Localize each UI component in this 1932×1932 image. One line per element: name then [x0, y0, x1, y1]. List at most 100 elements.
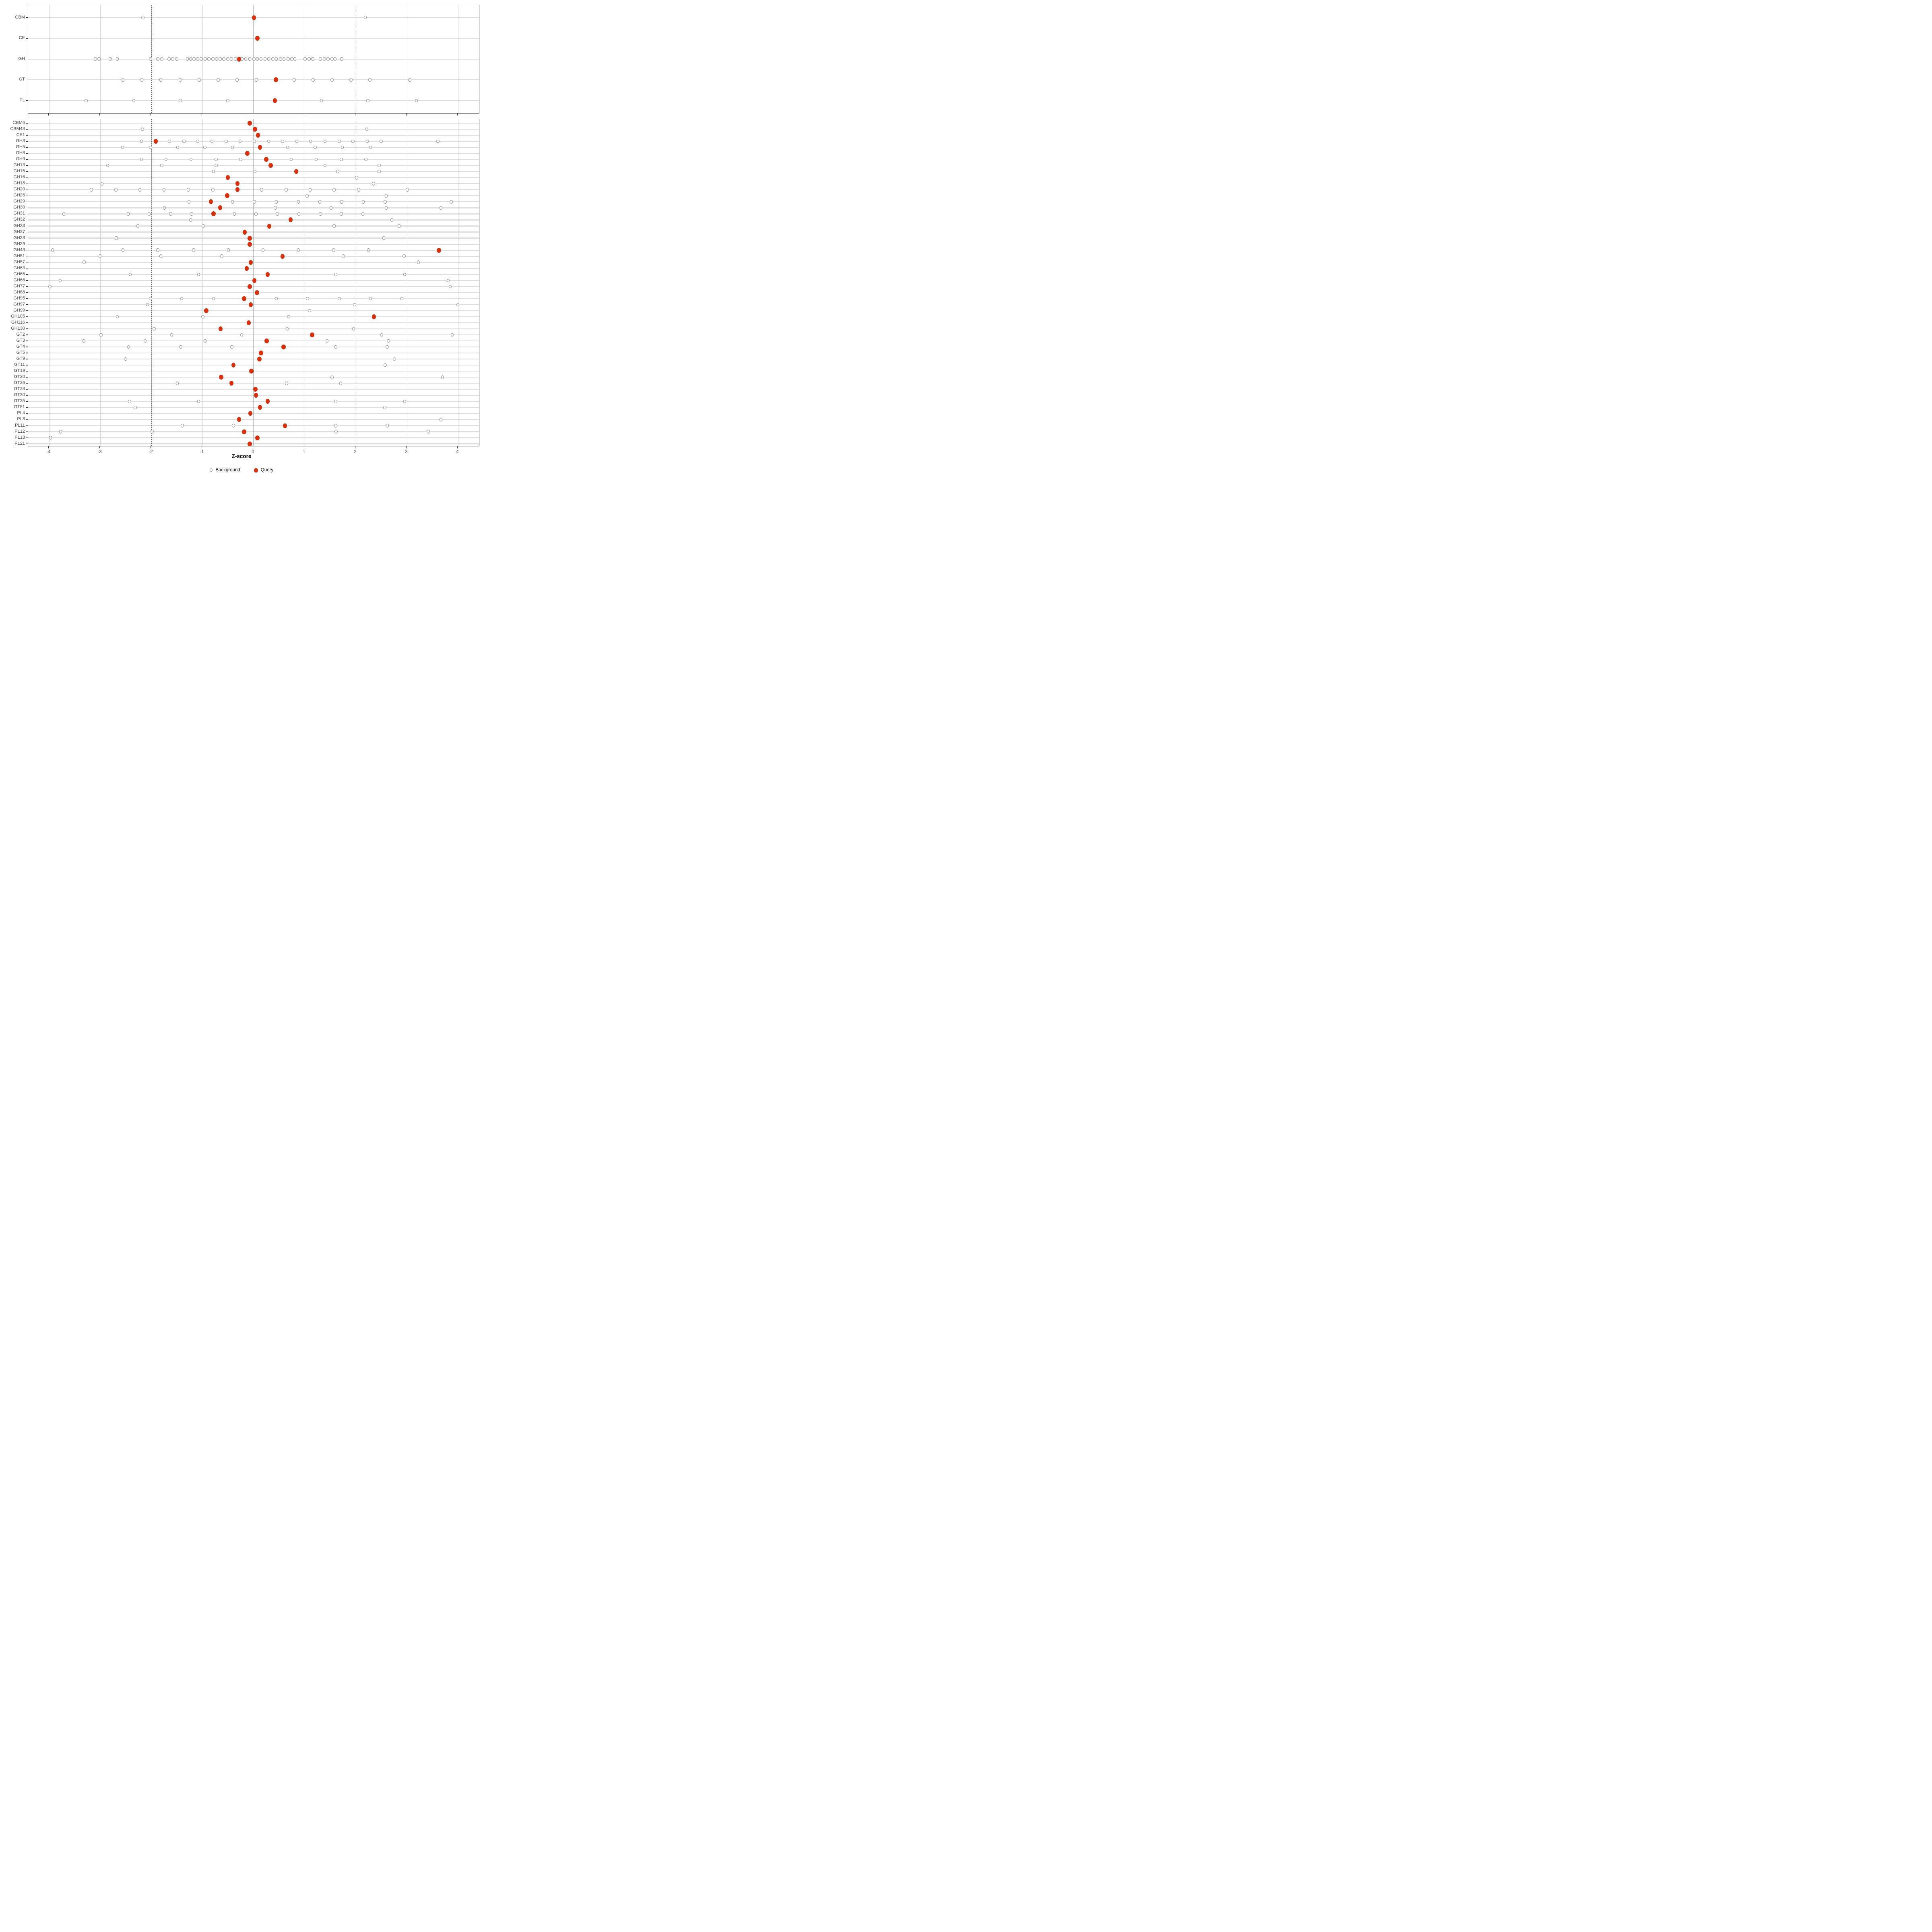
- row-label-gt11: GT11: [14, 362, 25, 367]
- background-dot: [260, 188, 263, 192]
- y-tick: [26, 298, 28, 299]
- background-dot: [121, 78, 125, 82]
- background-dot: [355, 176, 358, 180]
- background-dot: [332, 188, 336, 192]
- background-dot: [349, 78, 353, 82]
- background-dot: [367, 248, 370, 252]
- background-dot: [369, 297, 372, 301]
- background-dot: [293, 78, 296, 82]
- query-dot: [264, 157, 268, 162]
- row-label-gh31: GH31: [13, 211, 25, 216]
- row-label-pl12: PL12: [14, 429, 25, 434]
- background-dot: [297, 248, 300, 252]
- background-dot: [330, 57, 334, 61]
- background-dot: [417, 260, 420, 264]
- row-label-gh18: GH18: [13, 181, 25, 186]
- background-dot: [59, 430, 62, 433]
- background-dot: [261, 248, 265, 252]
- background-dot: [58, 279, 62, 283]
- query-dot: [255, 435, 260, 440]
- row-label-gt5: GT5: [16, 350, 25, 355]
- y-tick: [26, 171, 28, 172]
- background-dot: [297, 212, 301, 216]
- background-dot: [225, 139, 228, 143]
- query-dot: [255, 36, 260, 41]
- background-dot: [253, 139, 256, 143]
- row-label-gh77: GH77: [13, 283, 25, 289]
- x-tick: [406, 113, 407, 116]
- background-dot: [323, 57, 326, 61]
- background-dot: [319, 57, 322, 61]
- background-dot: [275, 297, 278, 301]
- background-dot: [147, 212, 151, 216]
- row-label-gh37: GH37: [13, 229, 25, 234]
- row-label-gt3: GT3: [16, 338, 25, 343]
- row-label-gh39: GH39: [13, 241, 25, 246]
- background-dot: [164, 157, 168, 161]
- x-tick: [48, 113, 49, 116]
- row-label-gt30: GT30: [14, 392, 25, 398]
- y-tick: [26, 322, 28, 323]
- x-tick: [252, 113, 254, 116]
- y-tick: [26, 316, 28, 317]
- query-dot: [153, 139, 158, 144]
- background-dot: [197, 400, 200, 403]
- background-dot: [342, 254, 345, 258]
- background-dot: [239, 157, 242, 161]
- background-dot: [332, 224, 336, 228]
- background-dot: [276, 212, 279, 216]
- y-tick: [26, 58, 28, 60]
- background-dot: [146, 303, 149, 307]
- y-tick: [26, 419, 28, 420]
- background-dot: [297, 200, 300, 204]
- background-dot: [295, 139, 299, 143]
- background-dot: [138, 188, 142, 192]
- background-dot: [334, 400, 337, 403]
- background-dot: [187, 200, 191, 204]
- background-dot: [384, 200, 387, 204]
- background-dot: [200, 57, 203, 61]
- background-marker-icon: [209, 469, 213, 472]
- background-dot: [252, 57, 256, 61]
- query-dot: [219, 375, 223, 380]
- background-dot: [318, 200, 322, 204]
- background-dot: [384, 194, 388, 198]
- query-dot: [235, 187, 240, 192]
- background-dot: [290, 57, 293, 61]
- background-dot: [406, 188, 409, 192]
- row-label-cbm48: CBM48: [10, 126, 25, 132]
- background-dot: [285, 327, 289, 331]
- background-dot: [171, 57, 174, 61]
- background-dot: [255, 78, 258, 82]
- background-dot: [306, 297, 309, 301]
- background-dot: [62, 212, 66, 216]
- query-dot: [274, 77, 278, 83]
- background-dot: [217, 78, 220, 82]
- background-dot: [256, 57, 259, 61]
- x-tick: [406, 446, 407, 448]
- background-dot: [338, 297, 341, 301]
- background-dot: [179, 99, 182, 103]
- query-dot: [252, 15, 256, 20]
- gridline-vertical: [100, 119, 101, 446]
- row-label-gh15: GH15: [13, 169, 25, 174]
- query-dot: [255, 290, 259, 295]
- background-dot: [121, 248, 125, 252]
- row-label-gt4: GT4: [16, 344, 25, 349]
- background-dot: [230, 57, 233, 61]
- background-dot: [212, 169, 215, 173]
- background-dot: [326, 57, 330, 61]
- background-dot: [341, 145, 344, 149]
- row-label-gh66: GH66: [13, 277, 25, 283]
- row-label-pl21: PL21: [14, 441, 25, 446]
- row-label-ce1: CE1: [16, 132, 25, 138]
- background-dot: [340, 200, 343, 204]
- query-dot: [231, 363, 236, 368]
- background-dot: [141, 127, 144, 131]
- background-dot: [340, 57, 343, 61]
- y-tick: [26, 256, 28, 257]
- row-label-gh: GH: [18, 56, 25, 61]
- y-tick: [26, 100, 28, 101]
- background-dot: [160, 163, 163, 167]
- background-dot: [380, 333, 384, 337]
